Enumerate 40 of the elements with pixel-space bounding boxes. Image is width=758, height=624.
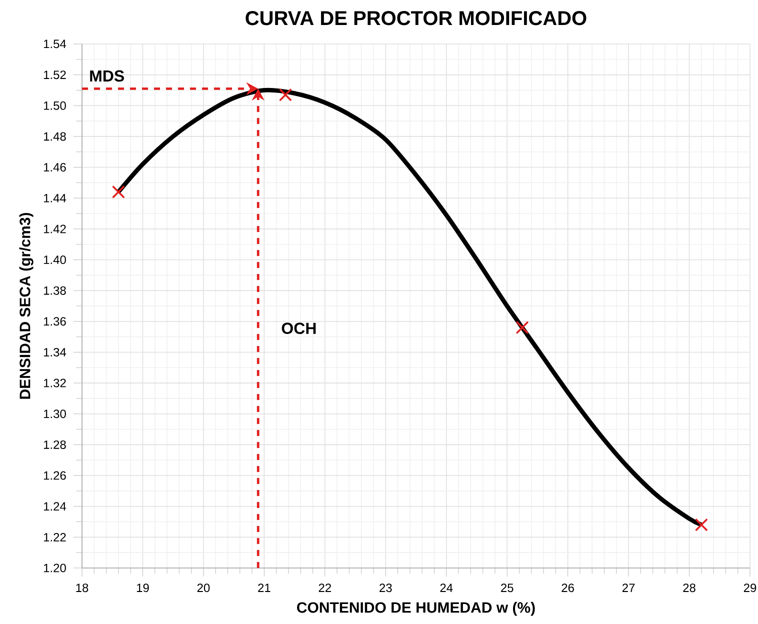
x-tick-label: 29	[744, 584, 756, 592]
y-tick-label: 1.40	[44, 256, 66, 264]
y-tick-label: 1.46	[44, 163, 66, 172]
line-series	[116, 88, 704, 528]
point	[516, 321, 529, 334]
y-axis-title: DENSIDAD SECA (gr/cm3)	[19, 213, 34, 399]
x-tick-label: 25	[501, 584, 514, 592]
ref-line-label: MDS	[90, 70, 124, 82]
y-tick-label: 1.44	[44, 194, 66, 202]
y-tick-label: 1.34	[44, 348, 66, 356]
y-tick-label: 1.36	[44, 317, 66, 326]
x-axis-title: CONTENIDO DE HUMEDAD w (%)	[297, 602, 535, 616]
x-tick-label: 20	[197, 584, 210, 592]
y-tick-label: 1.50	[44, 101, 66, 110]
chart-title: CURVA DE PROCTOR MODIFICADO	[246, 11, 586, 26]
ref-line-label: OCH	[282, 322, 316, 334]
y-tick-label: 1.20	[44, 564, 66, 572]
point	[694, 518, 708, 532]
x-tick-label: 26	[562, 584, 574, 592]
y-tick-label: 1.22	[44, 532, 66, 542]
y-tick-label: 1.38	[44, 286, 66, 295]
x-tick-label: 22	[318, 584, 331, 592]
y-tick-label: 1.42	[44, 224, 66, 234]
x-tick-label: 28	[683, 584, 696, 592]
x-tick-label: 19	[136, 584, 149, 592]
y-tick-label: 1.48	[44, 132, 66, 141]
y-tick-label: 1.54	[44, 40, 66, 48]
y-tick-label: 1.24	[44, 502, 66, 511]
x-tick-label: 21	[258, 584, 270, 592]
x-tick-label: 24	[440, 584, 453, 592]
x-tick-label: 18	[76, 584, 88, 592]
y-tick-label: 1.52	[44, 70, 66, 80]
point	[112, 185, 126, 198]
y-tick-label: 1.28	[44, 440, 66, 449]
y-tick-label: 1.32	[44, 378, 66, 388]
point	[278, 88, 292, 102]
y-tick-label: 1.30	[44, 410, 66, 418]
x-tick-label: 27	[622, 584, 635, 592]
x-tick-label: 23	[380, 584, 392, 592]
y-tick-label: 1.26	[44, 471, 66, 480]
